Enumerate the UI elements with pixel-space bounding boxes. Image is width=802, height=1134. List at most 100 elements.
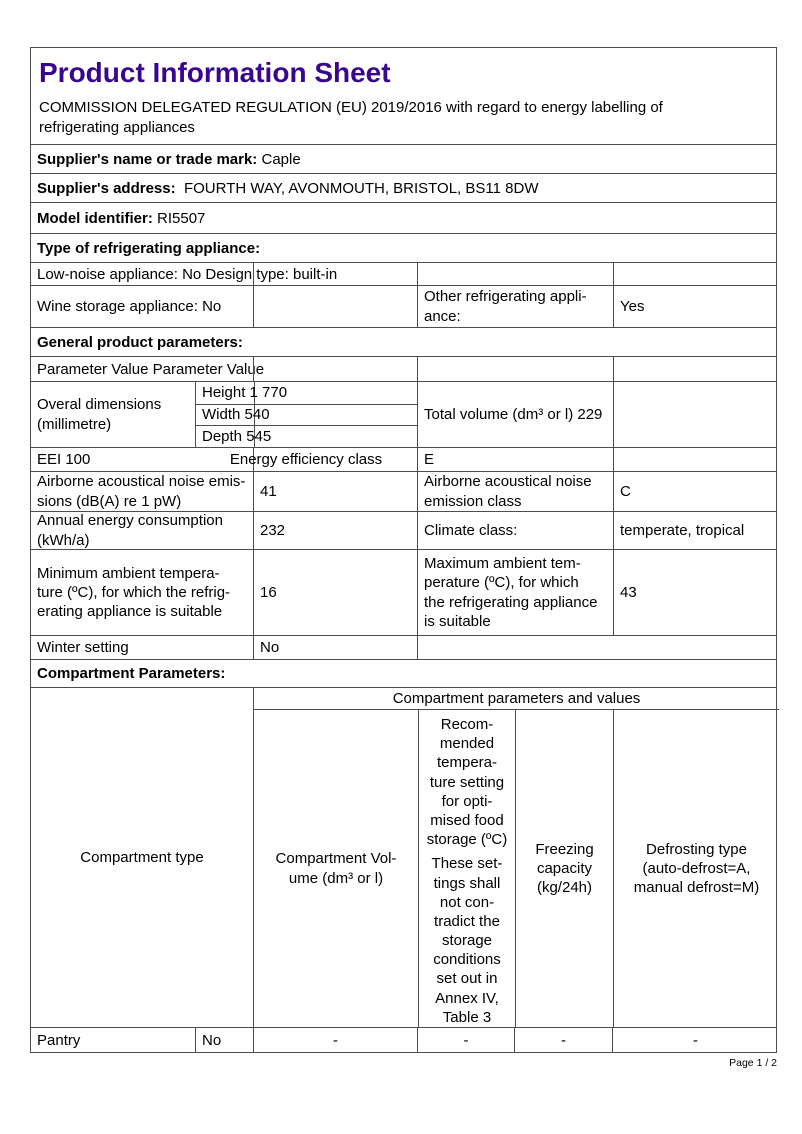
max-temp-value-cell: 43 bbox=[613, 550, 778, 635]
compartment-table-columns: Compartment Vol- ume (dm³ or l) Recom- m… bbox=[254, 710, 779, 1027]
pantry-volume-cell: - bbox=[253, 1028, 417, 1053]
freezing-header: Freezing capacity (kg/24h) bbox=[535, 840, 594, 897]
energy-class-value: E bbox=[424, 451, 435, 468]
low-noise-text: Low-noise appliance: No Design type: bui… bbox=[37, 265, 338, 283]
noise-class-label: Airborne acoustical noise emission class bbox=[424, 473, 592, 510]
max-temp-value: 43 bbox=[620, 584, 637, 601]
noise-row: Airborne acoustical noise emis- sions (d… bbox=[31, 471, 776, 511]
dimensions-label-cell: Overal dimensions (millimetre) bbox=[31, 382, 195, 447]
min-temp-value: 16 bbox=[260, 584, 277, 601]
winter-label: Winter setting bbox=[37, 639, 129, 656]
supplier-address-row: Supplier's address: FOURTH WAY, AVONMOUT… bbox=[31, 173, 776, 202]
total-volume-text: Total volume (dm³ or l) 229 bbox=[424, 406, 603, 423]
other-appliance-value: Yes bbox=[620, 298, 645, 315]
energy-class-label-cell: Energy efficiency class bbox=[195, 448, 417, 471]
compartment-header-label: Compartment Parameters: bbox=[37, 665, 226, 682]
volume-header: Compartment Vol- ume (dm³ or l) bbox=[275, 850, 397, 887]
low-noise-row: Low-noise appliance: No Design type: bui… bbox=[31, 262, 776, 285]
title-block: Product Information Sheet COMMISSION DEL… bbox=[31, 48, 776, 144]
supplier-address-text: Supplier's address: FOURTH WAY, AVONMOUT… bbox=[37, 180, 538, 197]
noise-class-label-cell: Airborne acoustical noise emission class bbox=[417, 472, 613, 511]
dimension-height: Height 1 770 bbox=[202, 384, 288, 402]
pantry-freezing: - bbox=[561, 1032, 566, 1049]
parameter-value-text: Parameter Value Parameter Value bbox=[37, 360, 265, 378]
supplier-name-text: Supplier's name or trade mark: Caple bbox=[37, 151, 301, 168]
energy-label: Annual energy consumption (kWh/a) bbox=[37, 512, 223, 549]
supplier-name-row: Supplier's name or trade mark: Caple bbox=[31, 144, 776, 173]
pantry-present: No bbox=[202, 1032, 222, 1049]
model-identifier-label: Model identifier: bbox=[37, 209, 153, 227]
noise-class-value-cell: C bbox=[613, 472, 778, 511]
product-sheet-table: Product Information Sheet COMMISSION DEL… bbox=[30, 47, 779, 1053]
defrost-header: Defrosting type (auto-defrost=A, manual … bbox=[633, 840, 760, 897]
other-appliance-label: Other refrigerating appli- ance: bbox=[424, 288, 587, 325]
winter-value-cell: No bbox=[253, 636, 417, 659]
temp-setting-header-part1: Recom- mended tempera- ture setting for … bbox=[426, 716, 508, 849]
energy-row: Annual energy consumption (kWh/a) 232 Cl… bbox=[31, 511, 776, 549]
dimensions-label: Overal dimensions (millimetre) bbox=[37, 396, 162, 433]
noise-value-cell: 41 bbox=[253, 472, 417, 511]
other-appliance-label-cell: Other refrigerating appli- ance: bbox=[417, 286, 613, 327]
compartment-values-area: Compartment parameters and values Compar… bbox=[253, 688, 779, 1027]
dimensions-values: Height 1 770 Width 540 Depth 545 bbox=[195, 382, 417, 447]
supplier-name-value: Caple bbox=[261, 150, 301, 168]
compartment-table-title: Compartment parameters and values bbox=[392, 690, 641, 707]
model-identifier-value: RI5507 bbox=[157, 209, 206, 227]
energy-class-value-cell: E bbox=[417, 448, 613, 471]
defrost-header-cell: Defrosting type (auto-defrost=A, manual … bbox=[613, 710, 779, 1027]
parameter-value-cell: Parameter Value Parameter Value bbox=[31, 357, 264, 381]
dimension-depth-cell: Depth 545 bbox=[196, 425, 417, 447]
dimensions-row: Overal dimensions (millimetre) Height 1 … bbox=[31, 381, 776, 447]
general-header-label: General product parameters: bbox=[37, 333, 243, 351]
parameter-empty-2 bbox=[417, 357, 613, 381]
compartment-type-header-cell: Compartment type bbox=[31, 688, 253, 1027]
page-number: Page 1 / 2 bbox=[729, 1057, 777, 1069]
min-temp-label: Minimum ambient tempera- ture (ºC), for … bbox=[37, 564, 231, 621]
model-identifier-row: Model identifier: RI5507 bbox=[31, 202, 776, 233]
energy-class-label: Energy efficiency class bbox=[229, 451, 383, 468]
eei-empty-cell bbox=[613, 448, 778, 471]
other-appliance-value-cell: Yes bbox=[613, 286, 778, 327]
pantry-temp: - bbox=[463, 1032, 469, 1049]
max-temp-label-cell: Maximum ambient tem- perature (ºC), for … bbox=[417, 550, 613, 635]
low-noise-empty-2 bbox=[417, 263, 613, 285]
winter-setting-row: Winter setting No bbox=[31, 635, 776, 659]
pantry-name: Pantry bbox=[37, 1032, 81, 1049]
compartment-table-title-cell: Compartment parameters and values bbox=[254, 688, 779, 710]
dimension-height-cell: Height 1 770 bbox=[196, 382, 417, 404]
noise-class-value: C bbox=[620, 483, 631, 500]
winter-value: No bbox=[260, 639, 280, 656]
noise-label-cell: Airborne acoustical noise emis- sions (d… bbox=[31, 472, 253, 511]
dimension-depth: Depth 545 bbox=[202, 428, 272, 446]
volume-header-cell: Compartment Vol- ume (dm³ or l) bbox=[254, 710, 418, 1027]
model-identifier-text: Model identifier: RI5507 bbox=[37, 210, 205, 227]
regulation-subtitle: COMMISSION DELEGATED REGULATION (EU) 201… bbox=[39, 98, 663, 136]
eei-row: EEI 100 Energy efficiency class E bbox=[31, 447, 776, 471]
supplier-name-label: Supplier's name or trade mark: bbox=[37, 150, 258, 168]
energy-value-cell: 232 bbox=[253, 512, 417, 549]
dimension-width-cell: Width 540 bbox=[196, 403, 417, 426]
parameter-empty-1 bbox=[253, 357, 417, 381]
noise-label: Airborne acoustical noise emis- sions (d… bbox=[37, 473, 246, 510]
wine-storage-row: Wine storage appliance: No Other refrige… bbox=[31, 285, 776, 327]
compartment-table: Compartment type Compartment parameters … bbox=[31, 687, 779, 1027]
low-noise-empty-3 bbox=[613, 263, 778, 285]
compartment-type-header: Compartment type bbox=[80, 849, 204, 866]
pantry-defrost: - bbox=[693, 1032, 698, 1049]
climate-value-cell: temperate, tropical bbox=[613, 512, 778, 549]
pantry-row: Pantry No - - - - bbox=[31, 1027, 776, 1053]
climate-label-cell: Climate class: bbox=[417, 512, 613, 549]
wine-empty-cell bbox=[253, 286, 417, 327]
type-header-row: Type of refrigerating appliance: bbox=[31, 233, 776, 262]
pantry-defrost-cell: - bbox=[612, 1028, 778, 1053]
pantry-name-cell: Pantry bbox=[31, 1028, 195, 1053]
noise-value: 41 bbox=[260, 483, 277, 500]
pantry-present-cell: No bbox=[195, 1028, 253, 1053]
pantry-freezing-cell: - bbox=[514, 1028, 612, 1053]
temp-setting-header-part2: These set- tings shall not con- tradict … bbox=[431, 855, 503, 1026]
low-noise-empty-1 bbox=[253, 263, 417, 285]
dimensions-empty-cell bbox=[613, 382, 778, 447]
climate-label: Climate class: bbox=[424, 522, 518, 539]
max-temp-label: Maximum ambient tem- perature (ºC), for … bbox=[424, 555, 598, 630]
